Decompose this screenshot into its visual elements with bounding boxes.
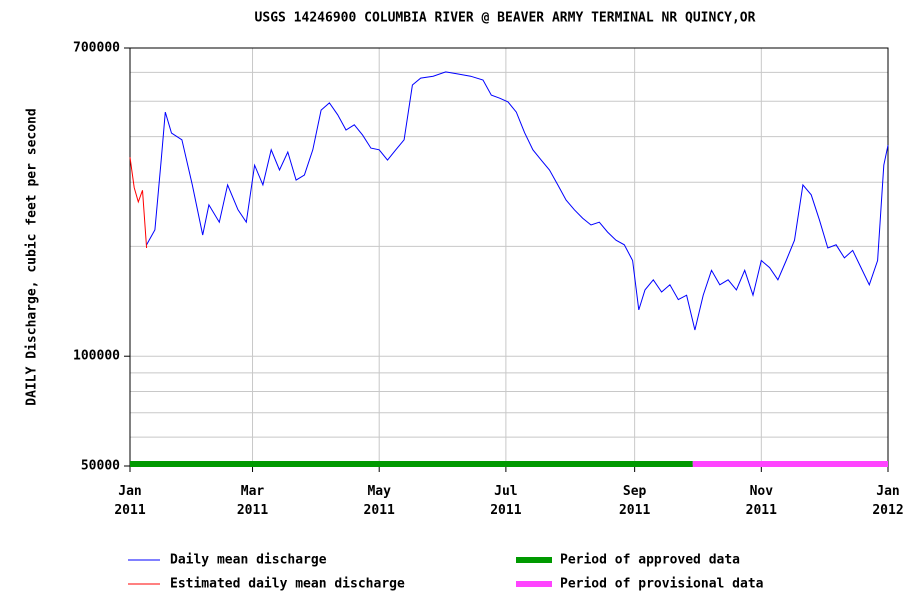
legend-label: Estimated daily mean discharge <box>170 577 405 592</box>
legend-label: Daily mean discharge <box>170 553 327 568</box>
x-tick-label: May 2011 <box>363 484 395 518</box>
x-tick-label: Jan 2011 <box>114 484 146 518</box>
x-tick-label: Jan 2012 <box>872 484 904 518</box>
data-line <box>146 71 889 331</box>
x-tick-label: Nov 2011 <box>745 484 777 518</box>
data-line <box>129 157 148 249</box>
legend-label: Period of approved data <box>560 553 740 568</box>
y-tick-label: 100000 <box>73 349 120 364</box>
x-tick-label: Jul 2011 <box>490 484 522 518</box>
legend-label: Period of provisional data <box>560 577 764 592</box>
y-axis-label: DAILY Discharge, cubic feet per second <box>25 108 40 405</box>
x-tick-label: Mar 2011 <box>236 484 269 518</box>
x-tick-label: Sep 2011 <box>618 484 651 518</box>
y-tick-label: 50000 <box>81 459 120 474</box>
y-tick-label: 700000 <box>73 41 120 56</box>
chart-title: USGS 14246900 COLUMBIA RIVER @ BEAVER AR… <box>255 11 756 26</box>
period-bar <box>130 461 693 467</box>
period-bar <box>692 461 888 467</box>
plot-frame <box>129 47 889 467</box>
